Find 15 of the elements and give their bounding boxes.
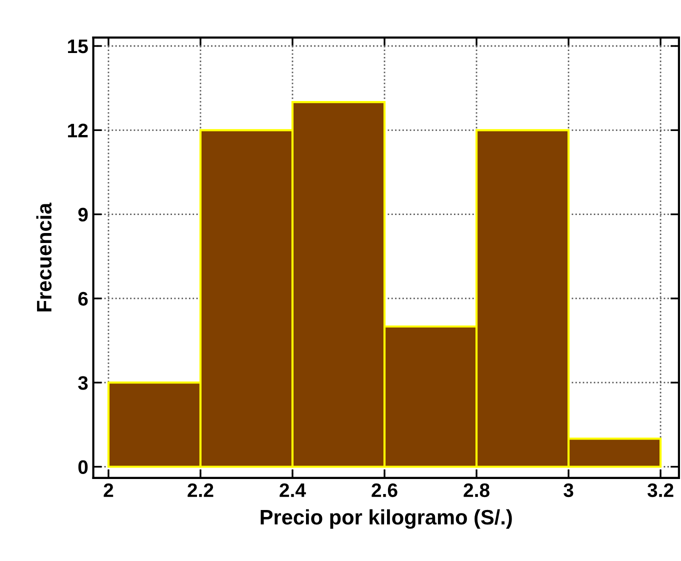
- x-tick-label: 2.2: [188, 483, 214, 497]
- x-tick-label: 3: [564, 483, 574, 498]
- x-tick-label: 2.6: [372, 483, 398, 498]
- y-tick-label: 15: [68, 40, 88, 54]
- y-tick-label: 0: [78, 460, 88, 474]
- y-axis-title: Frecuencia: [36, 202, 52, 312]
- x-axis-title: Precio por kilogramo (S/.): [260, 509, 512, 529]
- y-tick-label: 3: [78, 376, 88, 390]
- y-tick-label: 6: [78, 292, 88, 306]
- x-tick-label: 2.4: [280, 483, 306, 497]
- y-tick-label: 12: [68, 124, 88, 138]
- x-tick-label: 2.8: [464, 483, 490, 498]
- x-tick-label: 3.2: [647, 483, 674, 498]
- x-tick-label: 2: [104, 483, 114, 497]
- y-tick-label: 9: [78, 208, 88, 222]
